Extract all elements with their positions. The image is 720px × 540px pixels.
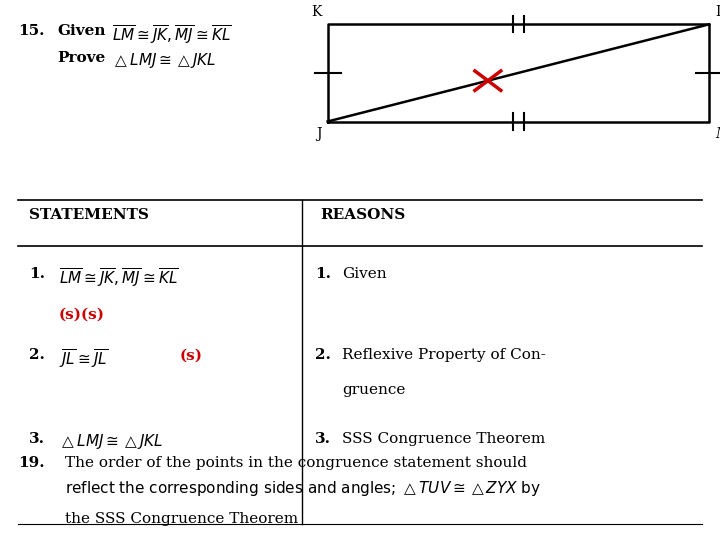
Text: REASONS: REASONS — [320, 208, 405, 222]
Text: 1.: 1. — [315, 267, 331, 281]
Text: the SSS Congruence Theorem: the SSS Congruence Theorem — [65, 512, 298, 526]
Text: SSS Congruence Theorem: SSS Congruence Theorem — [342, 432, 545, 446]
Text: $\overline{LM} \cong \overline{JK}, \overline{MJ} \cong \overline{KL}$: $\overline{LM} \cong \overline{JK}, \ove… — [112, 24, 231, 48]
Text: Given: Given — [342, 267, 387, 281]
Text: (s): (s) — [180, 348, 203, 362]
Text: 3.: 3. — [315, 432, 331, 446]
Text: L: L — [715, 5, 720, 19]
Text: $\triangle LMJ \cong \triangle JKL$: $\triangle LMJ \cong \triangle JKL$ — [59, 432, 163, 451]
Text: Given: Given — [58, 24, 106, 38]
Text: 1.: 1. — [29, 267, 45, 281]
Text: 15.: 15. — [18, 24, 45, 38]
Text: 3.: 3. — [29, 432, 45, 446]
Text: K: K — [312, 5, 322, 19]
Text: Reflexive Property of Con-: Reflexive Property of Con- — [342, 348, 546, 362]
Text: STATEMENTS: STATEMENTS — [29, 208, 148, 222]
Text: (s)(s): (s)(s) — [59, 308, 105, 322]
Text: $\overline{LM} \cong \overline{JK}, \overline{MJ} \cong \overline{KL}$: $\overline{LM} \cong \overline{JK}, \ove… — [59, 267, 179, 291]
Text: The order of the points in the congruence statement should: The order of the points in the congruenc… — [65, 456, 527, 470]
Text: $\triangle LMJ \cong \triangle JKL$: $\triangle LMJ \cong \triangle JKL$ — [112, 51, 216, 70]
Text: $\overline{JL} \cong \overline{JL}$: $\overline{JL} \cong \overline{JL}$ — [59, 348, 108, 372]
Text: 19.: 19. — [18, 456, 45, 470]
Text: M: M — [715, 127, 720, 141]
Text: Prove: Prove — [58, 51, 106, 65]
Text: 2.: 2. — [315, 348, 331, 362]
Text: J: J — [316, 127, 322, 141]
Text: reflect the corresponding sides and angles; $\triangle TUV \cong \triangle ZYX$ : reflect the corresponding sides and angl… — [65, 480, 541, 498]
Text: 2.: 2. — [29, 348, 45, 362]
Text: gruence: gruence — [342, 383, 405, 397]
